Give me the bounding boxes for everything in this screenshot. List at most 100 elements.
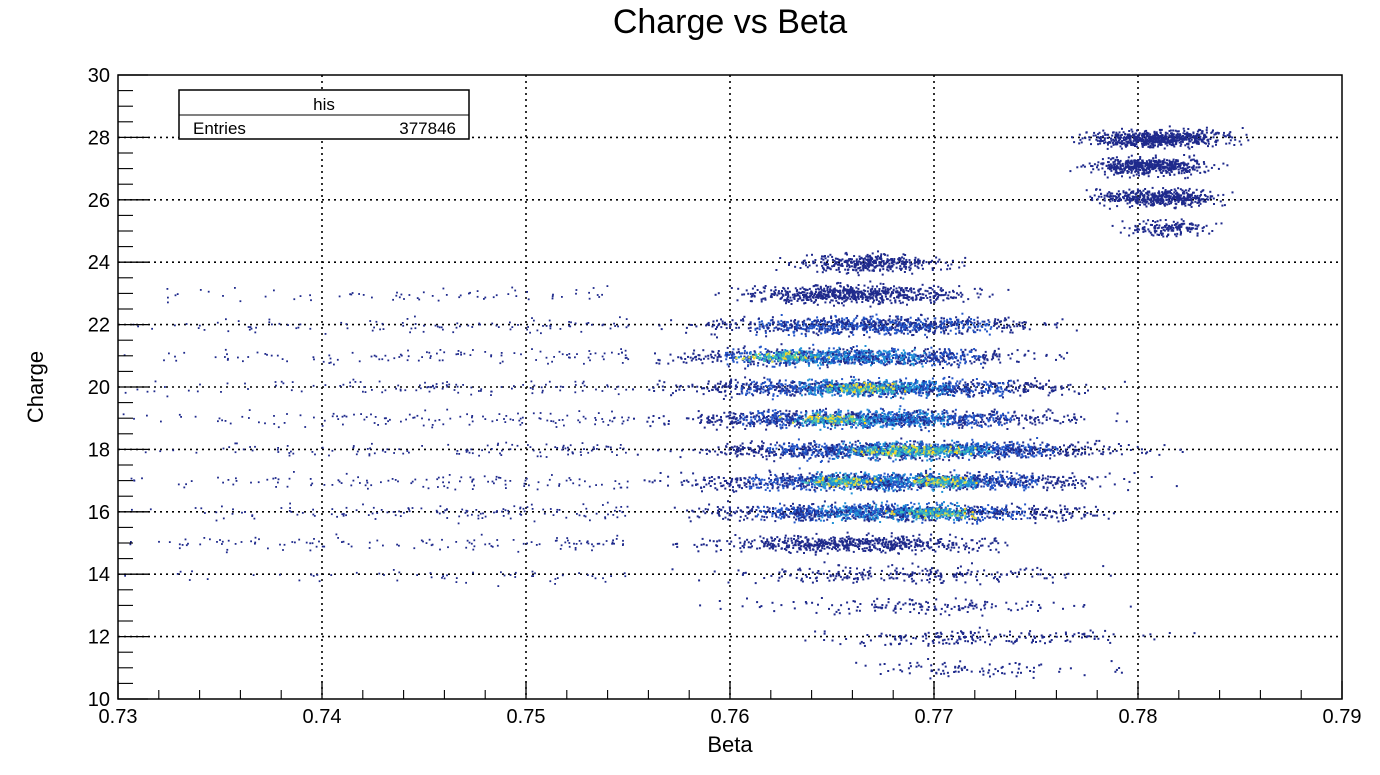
data-point — [1181, 201, 1183, 204]
data-point — [480, 388, 483, 391]
data-point — [549, 324, 552, 327]
data-point — [832, 292, 835, 295]
data-point — [311, 451, 314, 453]
data-point — [471, 326, 474, 328]
data-point — [381, 322, 384, 325]
data-point — [1159, 132, 1162, 135]
data-point — [1183, 154, 1186, 156]
data-point — [888, 266, 891, 269]
data-point — [1121, 162, 1124, 165]
data-point — [1190, 173, 1193, 176]
data-point — [538, 543, 541, 546]
data-point — [1157, 190, 1160, 193]
data-point — [1127, 166, 1130, 168]
data-point — [1158, 202, 1161, 205]
data-point — [1153, 192, 1156, 195]
data-point — [736, 299, 739, 302]
data-point — [954, 320, 957, 323]
data-point — [491, 420, 494, 423]
data-point — [938, 258, 941, 261]
data-point — [602, 504, 604, 506]
data-point — [470, 448, 473, 451]
data-point — [381, 391, 384, 394]
data-point — [1188, 140, 1191, 143]
data-point — [423, 324, 425, 327]
data-point — [1209, 197, 1212, 200]
data-point — [835, 289, 838, 292]
data-point — [445, 294, 448, 296]
data-point — [1202, 141, 1205, 144]
data-point — [580, 454, 582, 456]
data-point — [1226, 134, 1229, 137]
data-point — [178, 543, 181, 546]
data-point — [1231, 136, 1234, 139]
data-point — [1141, 194, 1144, 197]
data-point — [1213, 164, 1216, 167]
data-point — [422, 485, 425, 488]
data-point — [206, 578, 209, 580]
data-point — [1102, 135, 1104, 138]
data-point — [658, 359, 661, 362]
data-point — [791, 293, 794, 296]
data-point — [863, 293, 866, 296]
data-point — [1122, 164, 1124, 167]
data-point — [1162, 169, 1165, 172]
data-point — [871, 252, 874, 255]
data-point — [183, 351, 186, 354]
data-point — [469, 354, 472, 356]
data-point — [1125, 192, 1128, 195]
data-point — [1130, 144, 1133, 146]
data-point — [1103, 132, 1106, 135]
data-point — [909, 267, 912, 270]
data-point — [1135, 140, 1138, 143]
data-point — [850, 331, 853, 334]
data-point — [268, 321, 271, 324]
data-point — [268, 318, 271, 321]
data-point — [811, 253, 813, 256]
data-point — [906, 329, 909, 332]
data-point — [835, 268, 838, 271]
data-point — [256, 351, 259, 354]
data-point — [1165, 136, 1168, 139]
data-point — [514, 289, 517, 292]
data-point — [1203, 162, 1206, 165]
data-point — [569, 356, 571, 359]
data-point — [1159, 142, 1162, 144]
data-point — [838, 262, 841, 265]
data-point — [1115, 131, 1118, 134]
data-point — [916, 261, 919, 264]
data-point — [873, 261, 876, 264]
data-point — [866, 290, 869, 293]
data-point — [1100, 195, 1103, 198]
data-point — [887, 319, 890, 322]
data-point — [871, 285, 874, 288]
data-point — [249, 446, 251, 448]
data-point — [371, 442, 373, 445]
data-point — [503, 418, 505, 420]
data-point — [473, 545, 476, 548]
data-point — [456, 385, 459, 388]
data-point — [1157, 195, 1160, 198]
data-point — [471, 488, 474, 490]
data-point — [1140, 191, 1143, 194]
data-point — [1121, 168, 1124, 171]
data-point — [1169, 135, 1172, 138]
data-point — [1177, 225, 1180, 228]
data-point — [234, 287, 236, 289]
data-point — [1126, 141, 1129, 144]
data-point — [509, 480, 512, 482]
data-point — [1149, 166, 1152, 169]
data-point — [225, 551, 228, 554]
data-point — [820, 261, 823, 264]
data-point — [501, 449, 503, 452]
data-point — [1142, 230, 1145, 233]
data-point — [1150, 146, 1153, 149]
data-point — [802, 296, 805, 299]
data-point — [1222, 162, 1225, 165]
data-point — [1088, 136, 1091, 139]
data-point — [1033, 357, 1036, 360]
data-point — [219, 539, 221, 541]
data-point — [1108, 164, 1111, 167]
data-point — [1187, 135, 1190, 138]
data-point — [555, 539, 558, 542]
